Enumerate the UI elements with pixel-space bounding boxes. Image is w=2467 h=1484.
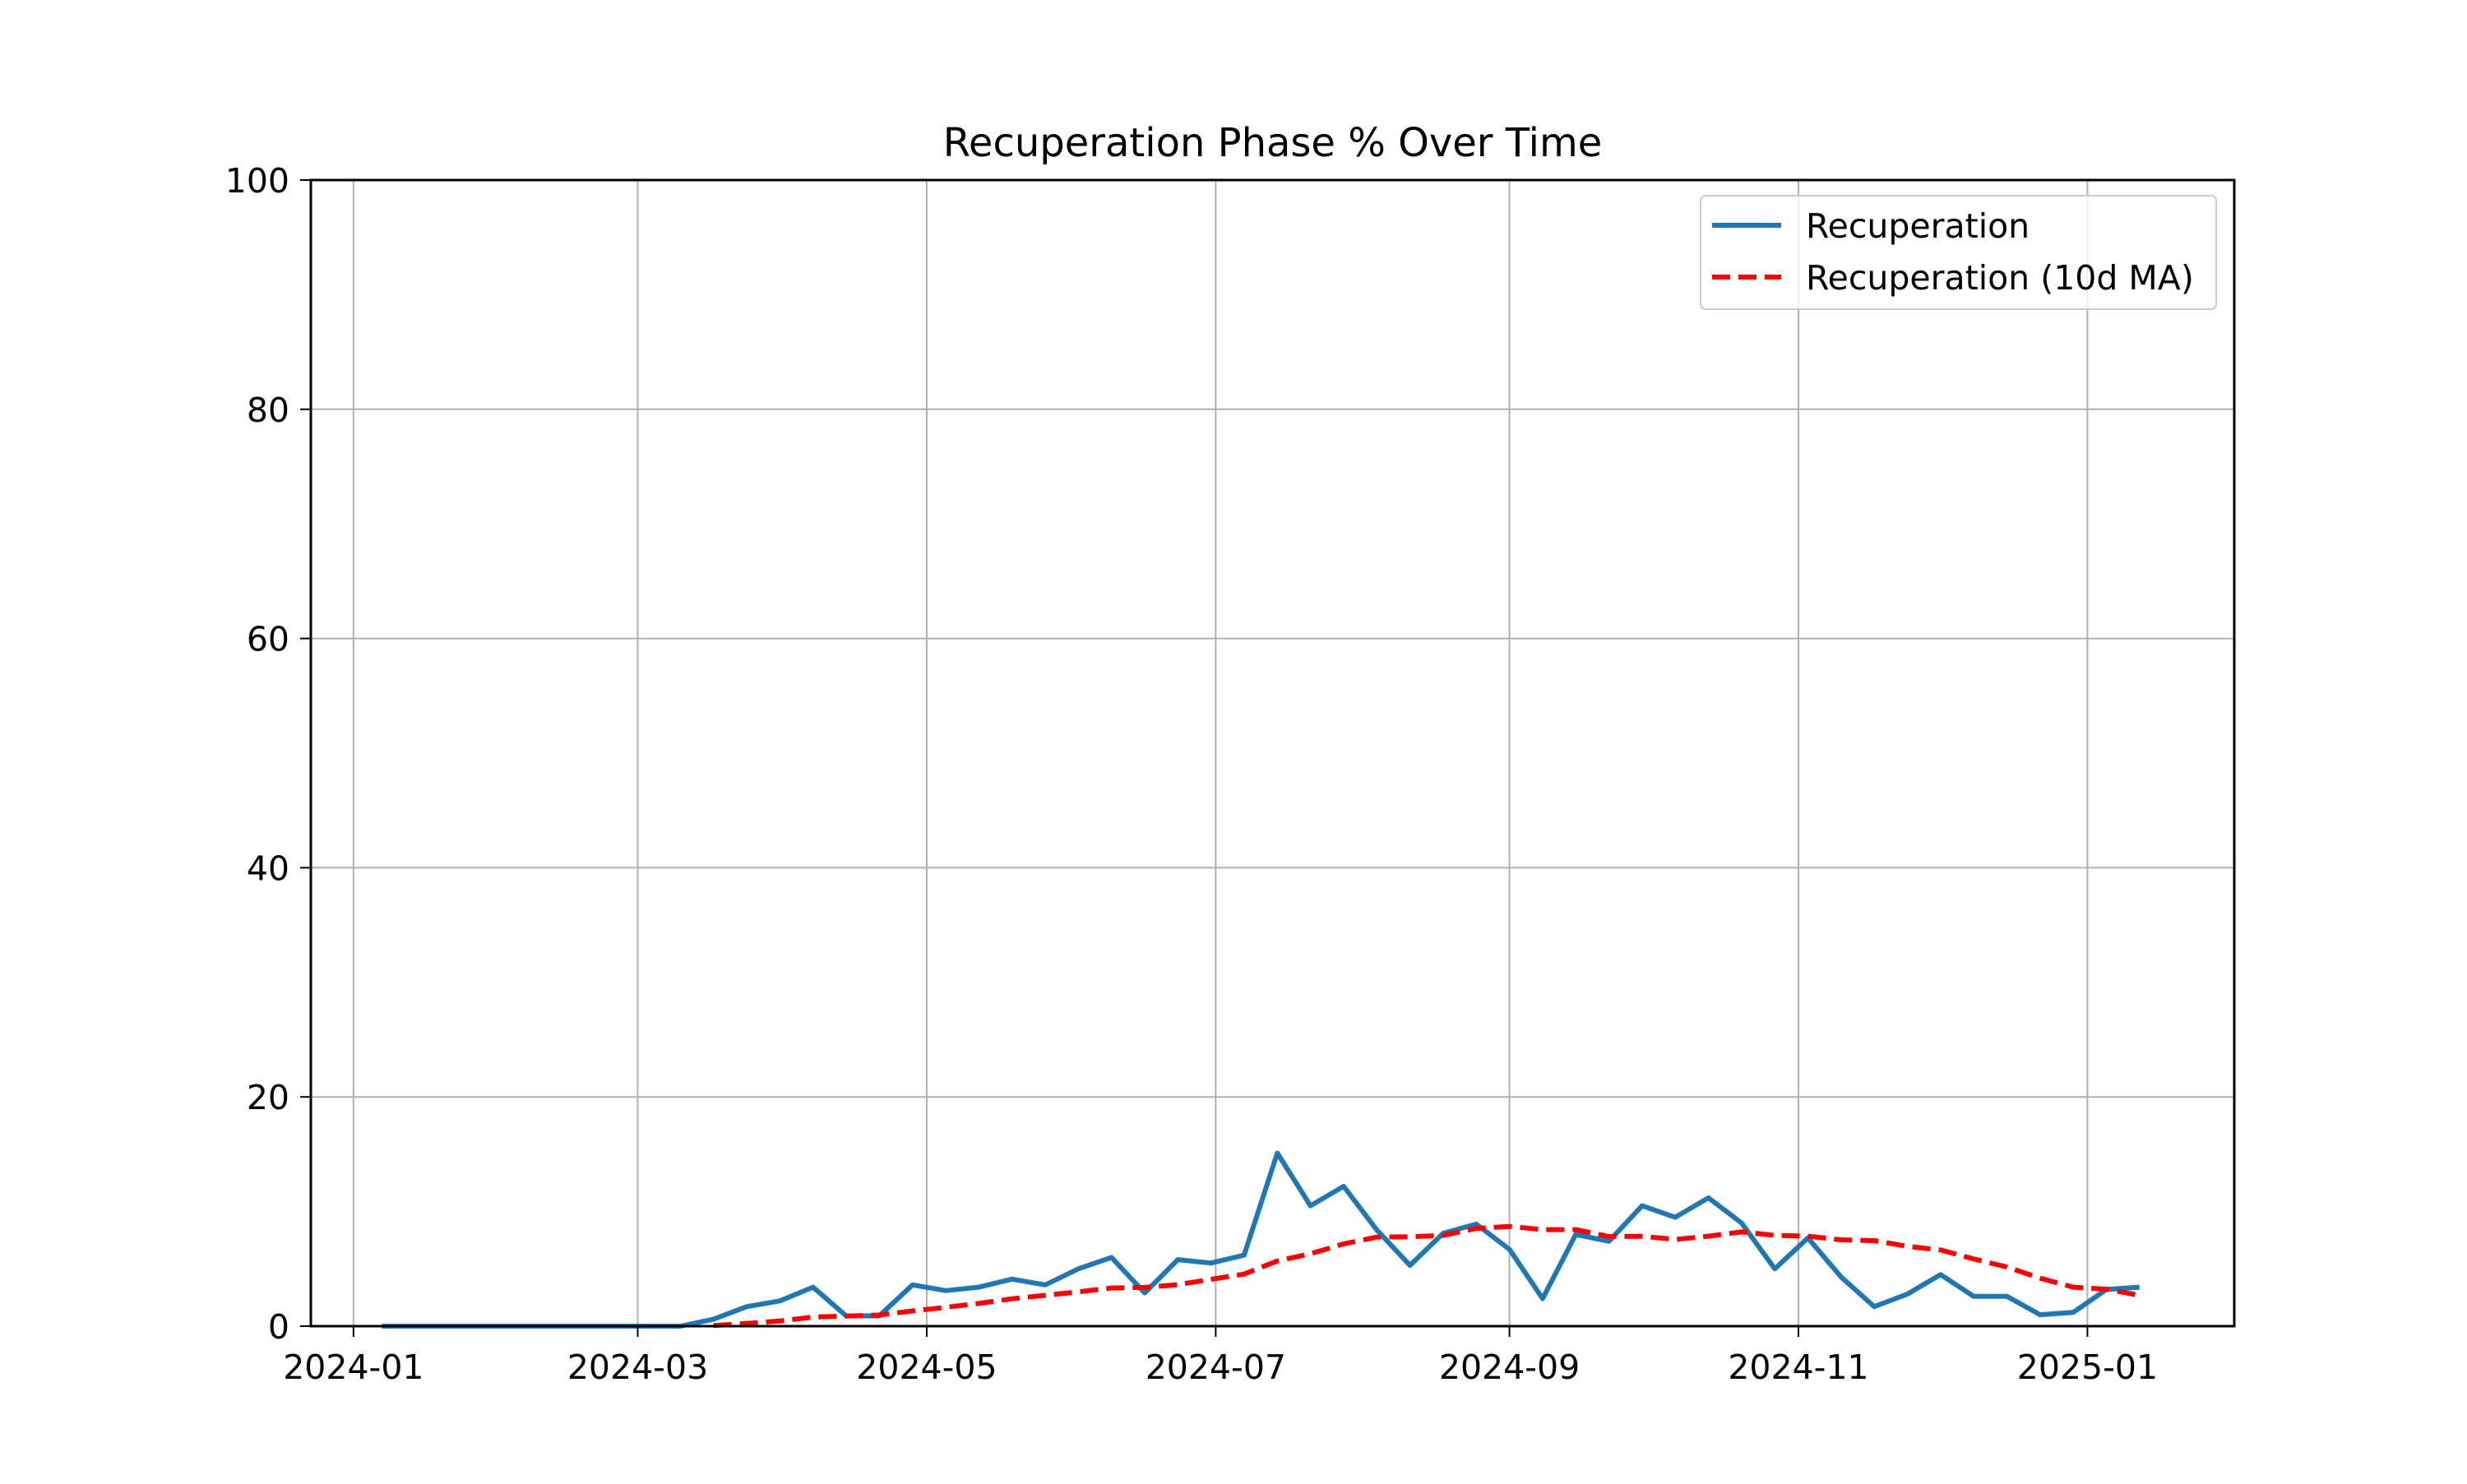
data-point <box>1708 1197 1709 1198</box>
data-point <box>846 1315 847 1316</box>
series-line-recuperation-10d-ma <box>713 1223 2141 1329</box>
data-point <box>1641 1236 1642 1237</box>
y-tick-label: 100 <box>225 161 289 201</box>
data-point <box>1940 1250 1941 1251</box>
data-point <box>1807 1236 1808 1237</box>
data-point <box>2106 1289 2107 1290</box>
data-point <box>1542 1298 1543 1299</box>
y-tick-label: 80 <box>247 391 289 430</box>
data-point <box>2006 1296 2007 1297</box>
data-point <box>1542 1229 1543 1230</box>
y-tick-label: 20 <box>247 1078 289 1117</box>
data-point <box>1641 1205 1642 1206</box>
legend: Recuperation Recuperation (10d MA) <box>1700 195 2217 310</box>
y-tick-label: 40 <box>247 848 289 888</box>
data-point <box>946 1290 947 1291</box>
data-point <box>1840 1277 1841 1278</box>
data-point <box>747 1323 748 1324</box>
data-point <box>1045 1284 1046 1285</box>
data-point <box>1476 1223 1477 1224</box>
x-tick-label: 2025-01 <box>2017 1348 2158 1387</box>
data-point <box>1210 1279 1211 1280</box>
data-point <box>1874 1306 1875 1307</box>
y-tick-label: 0 <box>268 1307 289 1347</box>
data-point <box>1509 1249 1510 1250</box>
data-point <box>1045 1295 1046 1296</box>
data-point <box>1310 1254 1311 1255</box>
data-point <box>2006 1267 2007 1268</box>
data-point <box>1675 1217 1676 1218</box>
data-point <box>946 1307 947 1308</box>
x-tick-label: 2024-05 <box>856 1348 997 1387</box>
plot-frame <box>309 178 2236 1328</box>
data-point <box>1145 1292 1146 1293</box>
data-point <box>1940 1274 1941 1275</box>
x-tick-label: 2024-09 <box>1439 1348 1580 1387</box>
data-point <box>2139 1287 2140 1288</box>
data-point <box>812 1287 813 1288</box>
data-point <box>912 1284 913 1285</box>
data-point <box>1907 1294 1908 1295</box>
data-point <box>2073 1312 2074 1313</box>
x-tick-label: 2024-01 <box>283 1348 424 1387</box>
data-point <box>1840 1240 1841 1241</box>
data-point <box>1708 1236 1709 1237</box>
data-point <box>1442 1235 1443 1236</box>
data-point <box>1111 1257 1112 1258</box>
data-point <box>1210 1263 1211 1264</box>
x-tick-label: 2024-07 <box>1146 1348 1286 1387</box>
x-tick-label: 2024-03 <box>567 1348 708 1387</box>
y-tick-label: 60 <box>247 620 289 659</box>
data-point <box>812 1317 813 1318</box>
legend-label: Recuperation (10d MA) <box>1806 258 2194 298</box>
data-point <box>1145 1287 1146 1288</box>
x-tick-label: 2024-11 <box>1728 1348 1868 1387</box>
data-point <box>1011 1298 1012 1299</box>
axis-ticks: 0 20 40 60 80 100 2024-01 2024-03 2024-05 2024-07… <box>225 161 2158 1387</box>
data-point <box>2139 1295 2140 1296</box>
data-point <box>1310 1205 1311 1206</box>
data-point <box>1409 1265 1410 1266</box>
data-point <box>1277 1260 1278 1261</box>
data-point <box>1476 1228 1477 1229</box>
legend-label: Recuperation <box>1806 206 2030 246</box>
data-point <box>1675 1239 1676 1240</box>
grid <box>311 179 2234 1327</box>
data-point <box>2073 1287 2074 1288</box>
data-point <box>713 1319 714 1320</box>
chart-title: Recuperation Phase % Over Time <box>943 120 1603 166</box>
data-point <box>1011 1278 1012 1279</box>
data-point <box>1509 1226 1510 1227</box>
data-point <box>1907 1246 1908 1247</box>
legend-box <box>1700 195 2217 310</box>
data-point <box>1343 1243 1344 1244</box>
data-point <box>747 1306 748 1307</box>
